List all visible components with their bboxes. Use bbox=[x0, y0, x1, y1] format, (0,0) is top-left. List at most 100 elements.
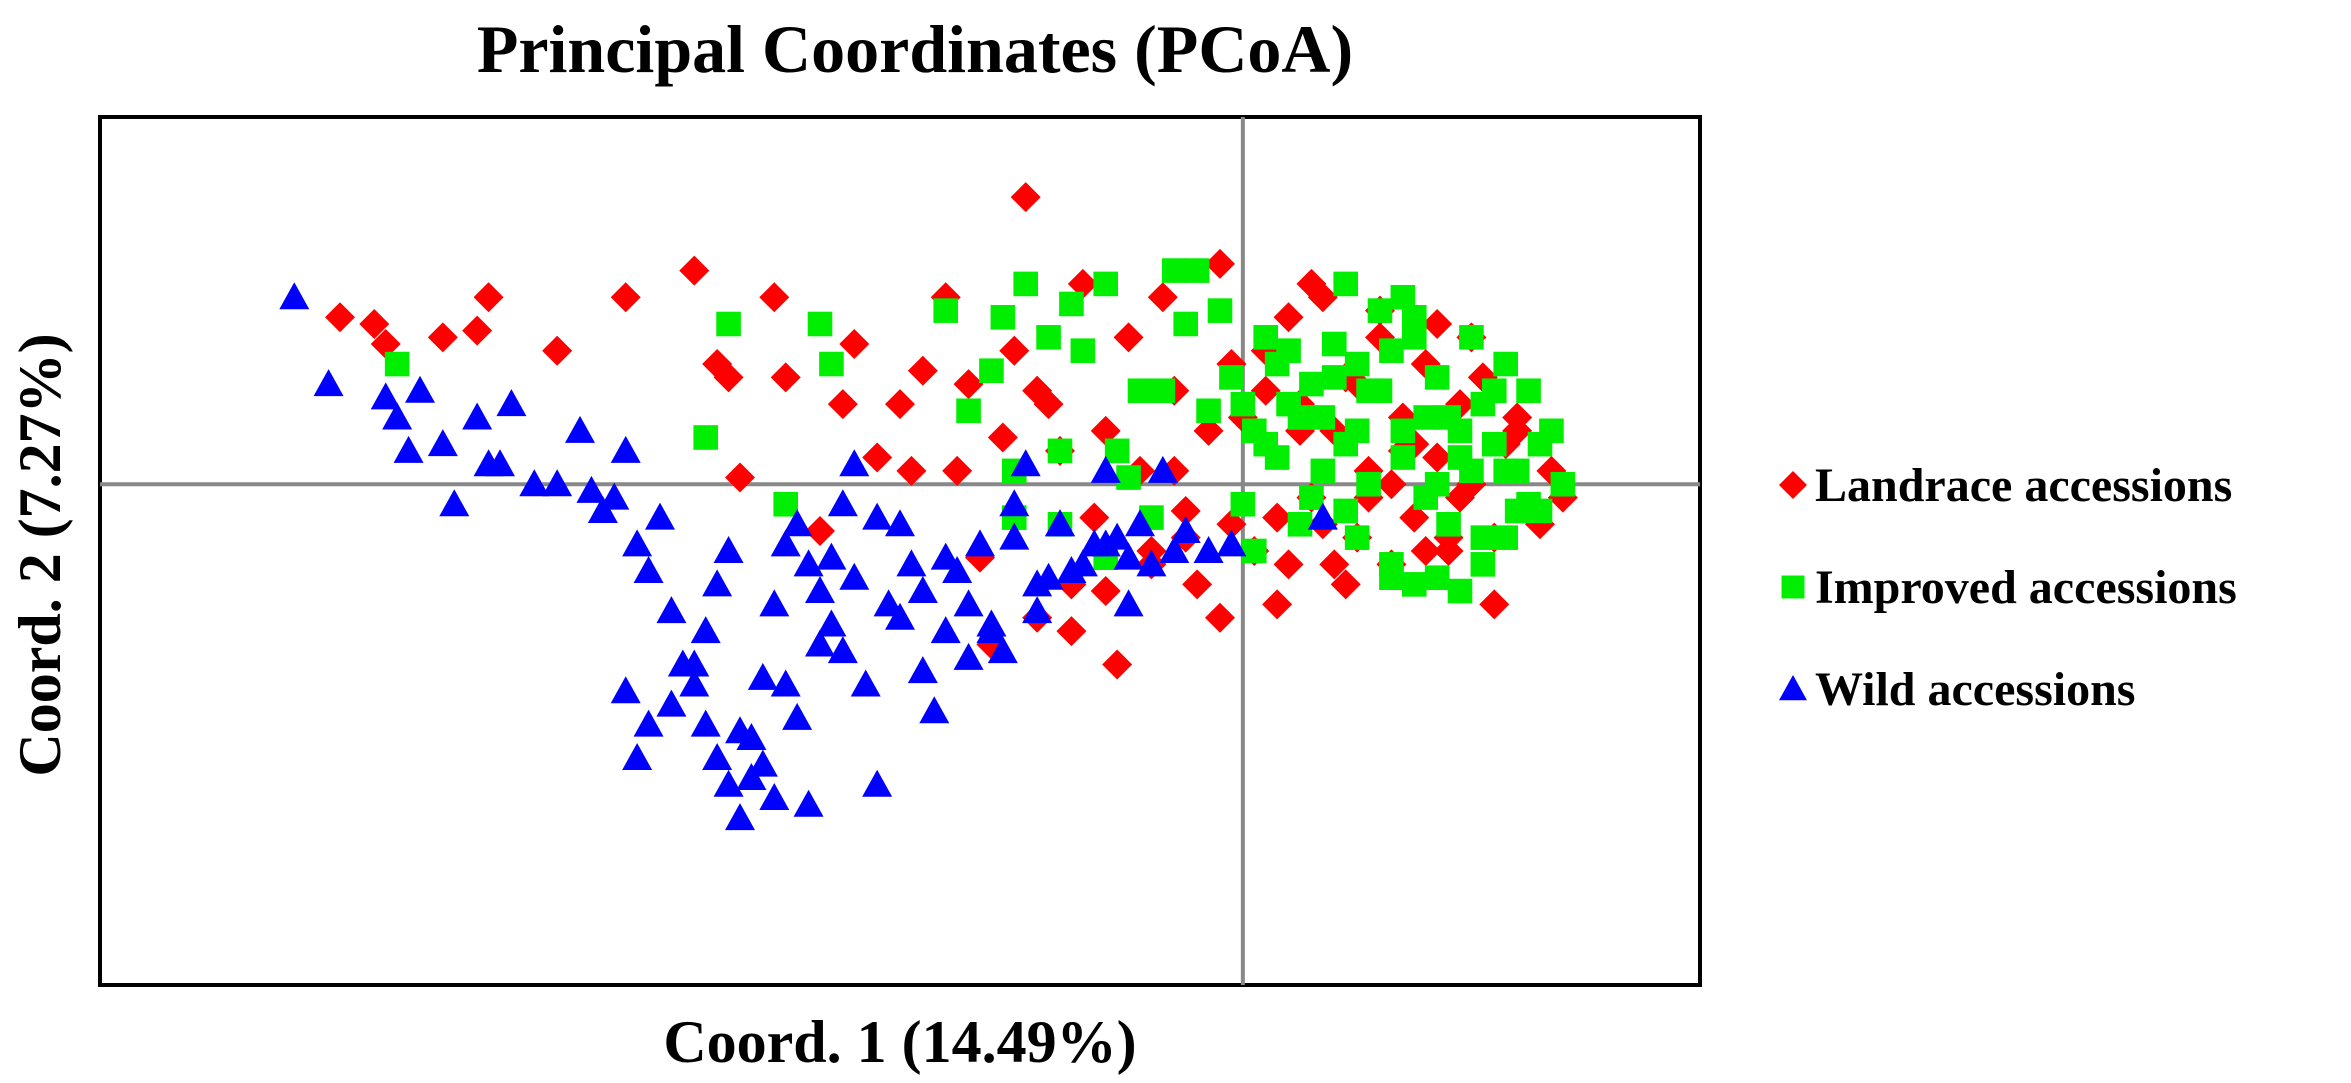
data-point-triangle bbox=[793, 549, 824, 577]
data-point-triangle bbox=[862, 502, 893, 530]
data-point-triangle bbox=[496, 389, 527, 417]
data-point-square bbox=[1059, 291, 1084, 317]
data-point-triangle bbox=[793, 789, 824, 817]
data-point-square bbox=[1310, 458, 1336, 484]
data-point-diamond bbox=[942, 455, 973, 486]
data-point-triangle bbox=[827, 489, 858, 517]
data-point-diamond bbox=[1262, 589, 1293, 620]
data-point-square bbox=[1104, 438, 1130, 464]
data-point-square bbox=[1447, 418, 1473, 444]
x-axis-label: Coord. 1 (14.49%) bbox=[663, 1009, 1136, 1075]
series-square-points bbox=[384, 258, 1576, 604]
data-point-diamond bbox=[1113, 322, 1144, 353]
data-point-square bbox=[1356, 378, 1381, 404]
legend-label: Improved accessions bbox=[1815, 561, 2237, 614]
data-point-square bbox=[1207, 298, 1233, 323]
data-point-square bbox=[1401, 572, 1427, 597]
data-point-triangle bbox=[370, 382, 401, 410]
data-point-square bbox=[1367, 298, 1393, 323]
data-point-square bbox=[1390, 445, 1416, 470]
data-point-square bbox=[990, 305, 1016, 330]
data-point-triangle bbox=[805, 576, 835, 604]
data-point-square bbox=[1310, 405, 1336, 430]
legend: Landrace accessions Improved accessions Wi… bbox=[1779, 459, 2237, 716]
data-point-diamond bbox=[679, 255, 710, 286]
data-point-diamond bbox=[896, 455, 927, 486]
data-point-diamond bbox=[1399, 502, 1430, 533]
data-point-triangle bbox=[1113, 589, 1144, 617]
data-point-triangle bbox=[542, 469, 573, 497]
data-point-triangle bbox=[759, 589, 790, 617]
data-point-square bbox=[1459, 325, 1484, 350]
data-point-diamond bbox=[1273, 302, 1304, 333]
data-point-square bbox=[1116, 465, 1141, 490]
data-point-square bbox=[1047, 438, 1073, 464]
data-point-triangle bbox=[965, 529, 995, 557]
data-point-square bbox=[1493, 351, 1519, 377]
data-point-triangle bbox=[622, 742, 653, 770]
data-point-triangle bbox=[1159, 536, 1190, 563]
data-point-square bbox=[1093, 271, 1119, 297]
data-point-square bbox=[1230, 391, 1256, 417]
data-point-triangle bbox=[393, 435, 424, 463]
data-point-triangle bbox=[999, 522, 1030, 550]
data-point-triangle bbox=[713, 769, 744, 797]
data-point-diamond bbox=[1296, 268, 1327, 299]
data-point-square bbox=[1344, 351, 1370, 377]
data-point-square bbox=[1173, 311, 1199, 337]
data-point-square bbox=[1196, 398, 1221, 424]
legend-marker-square bbox=[1781, 575, 1805, 599]
data-point-triangle bbox=[610, 435, 641, 463]
data-point-diamond bbox=[1056, 616, 1087, 647]
data-point-triangle bbox=[885, 509, 915, 537]
data-point-diamond bbox=[610, 282, 641, 313]
data-point-diamond bbox=[885, 389, 915, 420]
data-point-triangle bbox=[770, 669, 801, 697]
data-point-square bbox=[1436, 511, 1461, 537]
data-point-square bbox=[1321, 331, 1347, 357]
data-point-square bbox=[1379, 565, 1404, 591]
data-point-triangle bbox=[1067, 549, 1098, 577]
legend-marker-diamond bbox=[1779, 471, 1807, 499]
data-point-square bbox=[773, 491, 799, 517]
data-point-triangle bbox=[702, 569, 733, 597]
data-point-diamond bbox=[1193, 415, 1224, 446]
data-point-triangle bbox=[1045, 509, 1075, 537]
data-point-diamond bbox=[1079, 502, 1110, 533]
data-point-square bbox=[1516, 491, 1541, 517]
data-point-triangle bbox=[930, 616, 961, 644]
data-point-square bbox=[1390, 284, 1416, 310]
data-point-triangle bbox=[382, 402, 413, 430]
data-point-diamond bbox=[907, 355, 938, 386]
data-point-diamond bbox=[542, 335, 573, 366]
data-point-diamond bbox=[1330, 569, 1361, 600]
data-point-square bbox=[716, 311, 741, 337]
data-point-triangle bbox=[1090, 529, 1121, 557]
data-point-diamond bbox=[370, 329, 401, 360]
data-point-triangle bbox=[770, 529, 801, 557]
data-point-square bbox=[1344, 525, 1370, 550]
legend-label: Landrace accessions bbox=[1815, 459, 2232, 512]
data-point-diamond bbox=[805, 515, 835, 546]
data-point-triangle bbox=[736, 763, 767, 791]
data-point-square bbox=[1424, 365, 1450, 390]
data-point-triangle bbox=[782, 702, 813, 730]
data-point-triangle bbox=[633, 709, 664, 737]
data-point-triangle bbox=[1193, 536, 1224, 563]
data-point-diamond bbox=[1067, 268, 1098, 299]
data-point-square bbox=[693, 425, 719, 450]
data-point-square bbox=[1333, 498, 1359, 524]
data-point-triangle bbox=[850, 669, 881, 697]
data-point-square bbox=[1516, 378, 1541, 404]
data-point-triangle bbox=[1125, 509, 1155, 537]
data-point-square bbox=[1299, 485, 1324, 510]
data-point-triangle bbox=[999, 489, 1030, 517]
data-point-triangle bbox=[1136, 549, 1167, 577]
data-point-triangle bbox=[713, 536, 744, 563]
data-point-square bbox=[1470, 525, 1496, 550]
data-point-triangle bbox=[679, 669, 710, 697]
data-point-diamond bbox=[1410, 536, 1441, 566]
data-point-square bbox=[1527, 431, 1553, 457]
data-point-triangle bbox=[690, 709, 721, 737]
data-point-square bbox=[1253, 431, 1279, 457]
